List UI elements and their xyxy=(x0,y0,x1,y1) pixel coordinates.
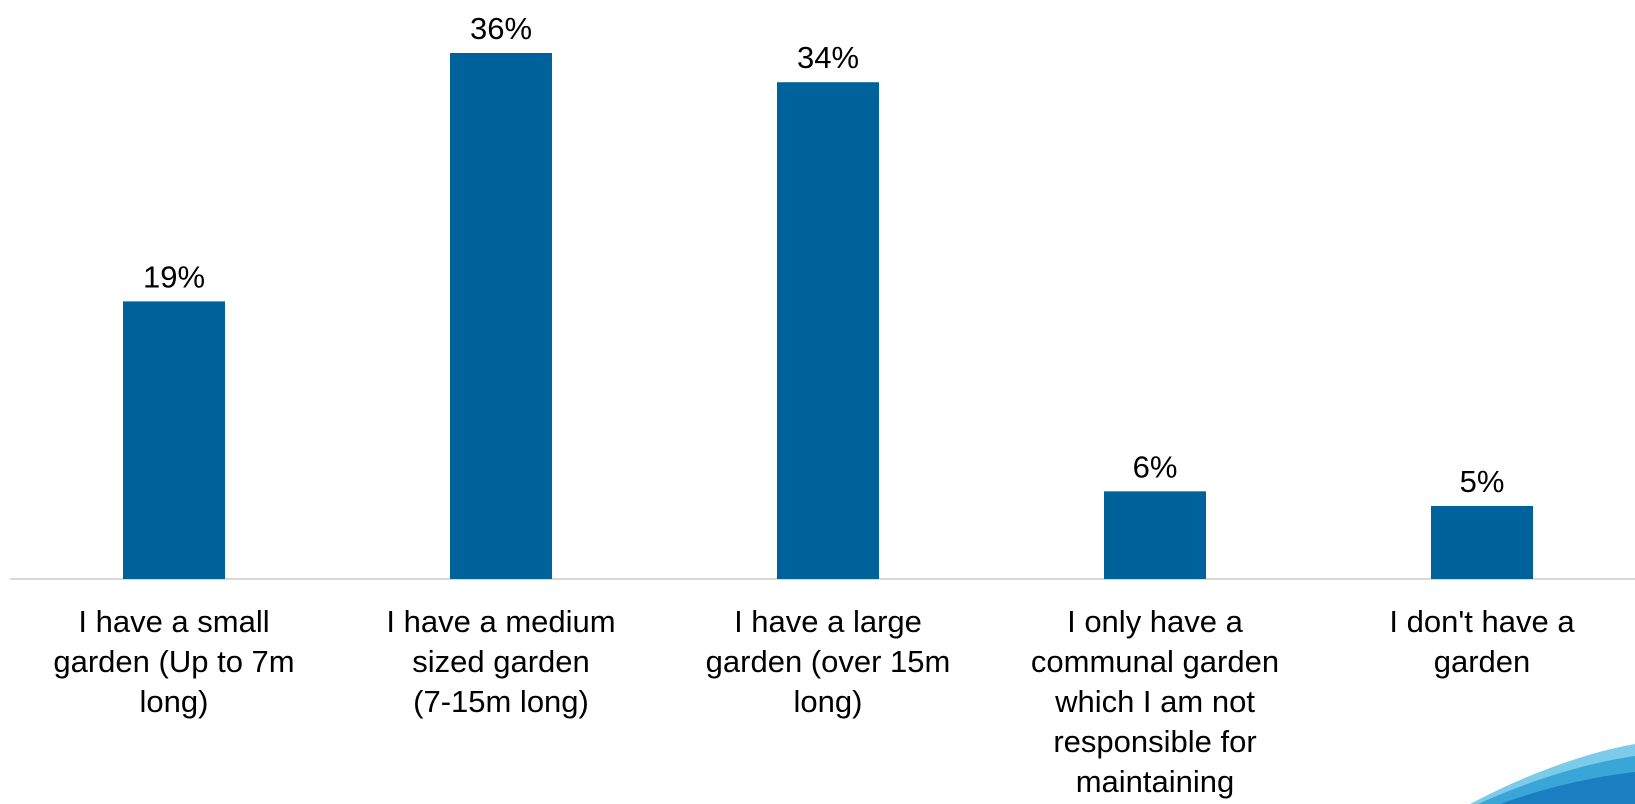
category-label-line: I have a large xyxy=(734,604,922,639)
category-label-1: I have a small garden (Up to 7m long) xyxy=(24,602,324,722)
bar-5 xyxy=(1431,505,1533,579)
data-label-3: 34% xyxy=(797,40,859,75)
bar-2 xyxy=(450,53,552,579)
category-label-line: I only have a xyxy=(1067,604,1243,639)
data-label-4: 6% xyxy=(1133,449,1178,484)
category-label-line: long) xyxy=(139,684,209,719)
category-label-line: garden xyxy=(1433,644,1531,679)
category-label-5: I don't have a garden xyxy=(1332,602,1632,682)
data-label-2: 36% xyxy=(470,11,532,46)
category-label-line: I don't have a xyxy=(1389,604,1575,639)
bar-1 xyxy=(123,301,225,579)
category-label-2: I have a medium sized garden (7-15m long) xyxy=(351,602,651,722)
bar-3 xyxy=(777,82,879,579)
category-label-line: I have a medium xyxy=(386,604,616,639)
category-label-line: long) xyxy=(793,684,863,719)
category-label-3: I have a large garden (over 15m long) xyxy=(678,602,978,722)
category-label-line: maintaining xyxy=(1075,764,1235,799)
category-label-line: responsible for xyxy=(1053,724,1257,759)
category-label-line: which I am not xyxy=(1055,684,1255,719)
category-label-line: communal garden xyxy=(1030,644,1280,679)
category-label-4: I only have a communal garden which I am n… xyxy=(1005,602,1305,802)
category-label-line: garden (over 15m xyxy=(705,644,951,679)
category-label-line: (7-15m long) xyxy=(413,684,589,719)
data-label-1: 19% xyxy=(143,259,205,294)
category-label-line: sized garden xyxy=(412,644,590,679)
bar-4 xyxy=(1104,491,1206,579)
data-label-5: 5% xyxy=(1460,464,1505,499)
category-label-line: garden (Up to 7m xyxy=(53,644,295,679)
category-label-line: I have a small xyxy=(78,604,270,639)
